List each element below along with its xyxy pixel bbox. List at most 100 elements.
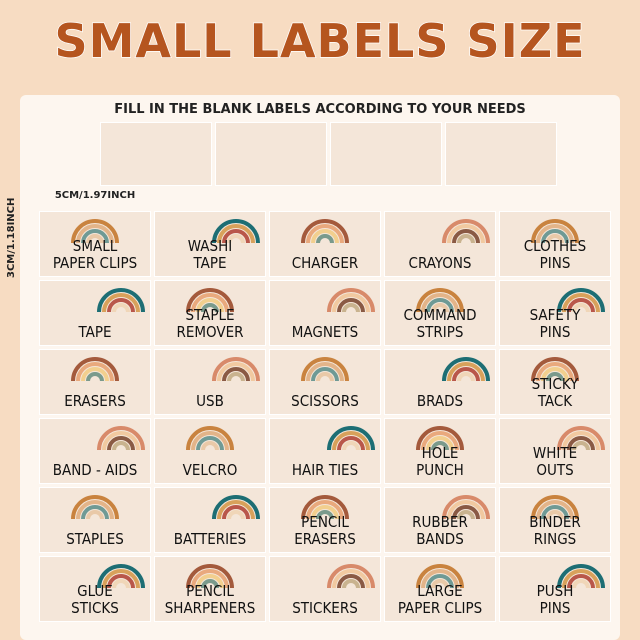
rainbow-arc [112,579,130,589]
rainbow-arc [201,303,219,313]
rainbow [97,564,145,589]
label-card: PENCIL ERASERS [270,488,380,552]
label-line: USB [196,392,224,410]
rainbow [327,426,375,451]
rainbow-arc [416,288,464,313]
rainbow-arc [97,564,145,589]
rainbow-arc [191,569,229,589]
rainbow-arc [196,436,224,451]
rainbow-arc [572,441,590,451]
rainbow [531,219,579,244]
label-line: SHARPENERS [164,599,256,617]
label-line: STICKS [71,599,119,617]
rainbow-arc [201,441,219,451]
label-card: RUBBER BANDS [385,488,495,552]
label-text: VELCRO [159,462,261,479]
label-line: ERASERS [64,392,126,410]
rainbow-arc [311,505,339,520]
rainbow-arc [546,510,564,520]
rainbow-arc [452,229,480,244]
label-line: LARGE [417,582,463,600]
label-line: STICKY [531,375,579,393]
rainbow-arc [186,564,234,589]
rainbow-arc [191,431,229,451]
rainbow-arc [71,357,119,382]
label-text: HOLE PUNCH [389,445,491,479]
rainbow-arc [421,293,459,313]
label-line: SMALL [72,237,118,255]
rainbow-arc [531,495,579,520]
label-line: PENCIL [186,582,234,600]
rainbow-arc [332,569,370,589]
rainbow-arc [327,288,375,313]
label-line: CLOTHES [523,237,587,255]
label-card: STAPLE REMOVER [155,281,265,345]
label-card: CLOTHES PINS [500,212,610,276]
rainbow-arc [102,569,140,589]
label-text: PENCIL ERASERS [274,514,376,548]
rainbow-arc [201,579,219,589]
label-text: CHARGER [274,255,376,272]
rainbow-arc [431,579,449,589]
rainbow [327,288,375,313]
back-label [445,122,557,186]
rainbow-arc [567,436,595,451]
rainbow-arc [327,564,375,589]
label-line: PAPER CLIPS [52,254,138,272]
rainbow-arc [431,303,449,313]
label-line: PINS [539,254,571,272]
rainbow-arc [306,362,344,382]
rainbow-arc [112,441,130,451]
label-card: WHITE OUTS [500,419,610,483]
title: SMALL LABELS SIZE [54,13,586,69]
rainbow-arc [447,224,485,244]
rainbow [97,288,145,313]
label-text: CRAYONS [389,255,491,272]
label-text: BATTERIES [159,531,261,548]
label-card: CRAYONS [385,212,495,276]
label-line: RUBBER [412,513,468,531]
rainbow-arc [531,357,579,382]
rainbow-arc [557,288,605,313]
rainbow [416,564,464,589]
rainbow-arc [222,367,250,382]
rainbow-arc [531,219,579,244]
back-label [215,122,327,186]
rainbow-arc [107,574,135,589]
label-card: BRADS [385,350,495,414]
rainbow-arc [541,367,569,382]
rainbow-arc [71,495,119,520]
label-card: BINDER RINGS [500,488,610,552]
rainbow [442,495,490,520]
rainbow-arc [107,298,135,313]
rainbow-arc [457,510,475,520]
rainbow [301,357,349,382]
label-card: STICKERS [270,557,380,621]
rainbow-arc [562,431,600,451]
rainbow-arc [332,431,370,451]
rainbow-arc [342,579,360,589]
rainbow-arc [301,495,349,520]
label-line: SAFETY [529,306,581,324]
rainbow-arc [81,367,109,382]
label-line: BRADS [416,392,464,410]
width-dimension: 5CM/1.97INCH [54,190,136,201]
label-text: WHITE OUTS [504,445,606,479]
rainbow-arc [337,574,365,589]
label-line: PENCIL [301,513,349,531]
back-label [330,122,442,186]
label-line: WHITE [532,444,578,462]
rainbow [71,495,119,520]
rainbow-arc [227,372,245,382]
subtitle: FILL IN THE BLANK LABELS ACCORDING TO YO… [114,102,526,117]
label-line: PINS [539,323,571,341]
rainbow-arc [212,495,260,520]
label-card: STICKY TACK [500,350,610,414]
rainbow-arc [217,224,255,244]
label-line: STAPLES [66,530,124,548]
label-card: STAPLES [40,488,150,552]
rainbow-arc [426,298,454,313]
rainbow-arc [86,234,104,244]
label-text: CLOTHES PINS [504,238,606,272]
